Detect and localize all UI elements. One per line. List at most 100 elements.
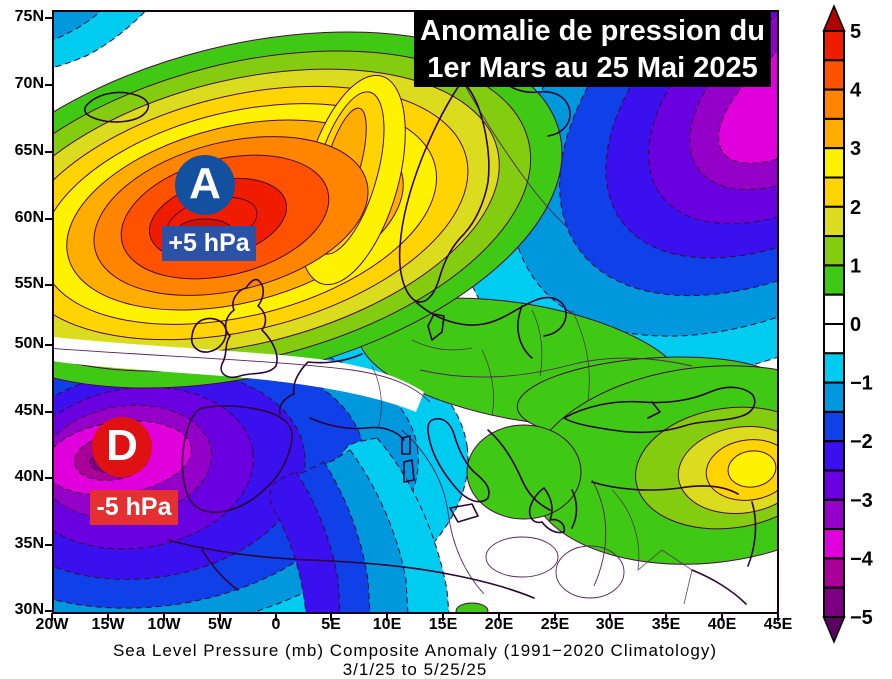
lat-tick — [45, 544, 53, 546]
lat-tick — [45, 344, 53, 346]
lon-label-0: 0 — [271, 616, 281, 633]
colorbar-label-−1: −1 — [850, 373, 873, 395]
colorbar-segment-5-to-4.5 — [823, 30, 845, 62]
lon-label-10E: 10E — [372, 616, 402, 633]
high-marker-circle: A — [175, 155, 235, 215]
colorbar-segment-3.5-to-3 — [823, 117, 845, 150]
lat-label-45N: 45N — [14, 402, 44, 419]
colorbar-segment-2-to-1.5 — [823, 205, 845, 238]
colorbar-label-−4: −4 — [850, 548, 874, 570]
lon-label-10W: 10W — [147, 616, 181, 633]
lon-label-5E: 5E — [321, 616, 341, 633]
colorbar-segment--1-to--1.5 — [823, 381, 845, 413]
colorbar-segment--0.5-to--1 — [823, 352, 845, 384]
lat-tick — [45, 151, 53, 153]
colorbar-segment-2.5-to-2 — [823, 176, 845, 208]
lon-tick — [554, 613, 556, 621]
lat-tick — [45, 218, 53, 220]
lon-label-40E: 40E — [707, 616, 737, 633]
colorbar-segment-4-to-3.5 — [823, 88, 845, 120]
caption-line2: 3/1/25 to 5/25/25 — [342, 660, 488, 679]
title-box: Anomalie de pression du 1er Mars au 25 M… — [414, 11, 771, 87]
high-marker-label: +5 hPa — [162, 226, 256, 261]
coastlines — [84, 69, 757, 605]
lon-tick — [665, 613, 667, 621]
lat-label-55N: 55N — [14, 275, 44, 292]
lon-label-25E: 25E — [540, 616, 570, 633]
colorbar-segment-1-to-0.5 — [823, 264, 845, 296]
lat-tick — [45, 411, 53, 413]
colorbar-segment-0-to--0.5 — [823, 323, 845, 355]
lon-tick — [498, 613, 500, 621]
lon-label-30E: 30E — [595, 616, 625, 633]
country-borders — [371, 309, 693, 605]
lat-label-50N: 50N — [14, 335, 44, 352]
colorbar-label-−2: −2 — [850, 431, 873, 453]
lon-tick — [609, 613, 611, 621]
lon-tick — [442, 613, 444, 621]
lat-tick — [45, 477, 53, 479]
lat-tick — [45, 610, 53, 612]
lon-label-45E: 45E — [763, 616, 793, 633]
positive-anomaly-high — [52, 31, 686, 427]
lon-label-35E: 35E — [651, 616, 681, 633]
colorbar-segment--3-to--3.5 — [823, 498, 845, 531]
lon-label-20E: 20E — [484, 616, 514, 633]
colorbar-label-1: 1 — [850, 255, 861, 277]
colorbar-segment-1.5-to-1 — [823, 235, 845, 267]
lon-tick — [51, 613, 53, 621]
lat-label-35N: 35N — [14, 535, 44, 552]
lon-tick — [721, 613, 723, 621]
caption-line1: Sea Level Pressure (mb) Composite Anomal… — [112, 641, 718, 660]
colorbar-segments: 5 4 3 2 1 0 −1 −2 −3 −4 −5 — [823, 21, 874, 629]
colorbar-label-−5: −5 — [850, 607, 873, 629]
colorbar-label-4: 4 — [850, 80, 862, 102]
lat-label-75N: 75N — [14, 8, 44, 25]
colorbar-segment-0.5-to-0 — [823, 293, 845, 326]
negative-anomaly-northeast — [458, 10, 779, 381]
colorbar-arrow-bottom — [822, 616, 846, 644]
low-marker-label: -5 hPa — [90, 490, 178, 525]
lon-tick — [219, 613, 221, 621]
colorbar-label-2: 2 — [850, 197, 861, 219]
lat-tick — [45, 284, 53, 286]
colorbar-segment--2.5-to--3 — [823, 469, 845, 501]
lat-tick — [45, 17, 53, 19]
lon-label-20W: 20W — [35, 616, 69, 633]
lon-label-15E: 15E — [428, 616, 458, 633]
lat-label-70N: 70N — [14, 75, 44, 92]
lon-tick — [107, 613, 109, 621]
contour-lines — [52, 11, 693, 599]
colorbar-label-−3: −3 — [850, 490, 873, 512]
colorbar-label-3: 3 — [850, 138, 861, 160]
title-line1: Anomalie de pression du — [420, 15, 765, 47]
zero-line-white-bands — [52, 10, 424, 412]
lon-tick — [330, 613, 332, 621]
lon-tick — [777, 613, 779, 621]
high-marker-letter: A — [189, 159, 221, 208]
colorbar-segment--4-to--4.5 — [823, 557, 845, 589]
title-line2: 1er Mars au 25 Mai 2025 — [427, 52, 758, 84]
colorbar-label-5: 5 — [850, 21, 861, 43]
lon-tick — [163, 613, 165, 621]
colorbar: 5 4 3 2 1 0 −1 −2 −3 −4 −5 — [822, 4, 874, 644]
colorbar-label-0: 0 — [850, 314, 861, 336]
lon-label-15W: 15W — [91, 616, 125, 633]
lon-label-5W: 5W — [208, 616, 232, 633]
lat-tick — [45, 84, 53, 86]
colorbar-segment--3.5-to--4 — [823, 528, 845, 560]
lat-label-30N: 30N — [14, 601, 44, 618]
colorbar-segment--4.5-to--5 — [823, 586, 845, 619]
lat-label-60N: 60N — [14, 209, 44, 226]
colorbar-arrow-top — [822, 4, 846, 32]
colorbar-segment-4.5-to-4 — [823, 59, 845, 91]
colorbar-segment--1.5-to--2 — [823, 410, 845, 443]
map-canvas — [52, 10, 779, 614]
low-marker-letter: D — [106, 421, 138, 470]
colorbar-segment-3-to-2.5 — [823, 147, 845, 179]
lat-label-40N: 40N — [14, 468, 44, 485]
lon-tick — [386, 613, 388, 621]
low-marker-circle: D — [92, 417, 152, 477]
colorbar-segment--2-to--2.5 — [823, 440, 845, 472]
